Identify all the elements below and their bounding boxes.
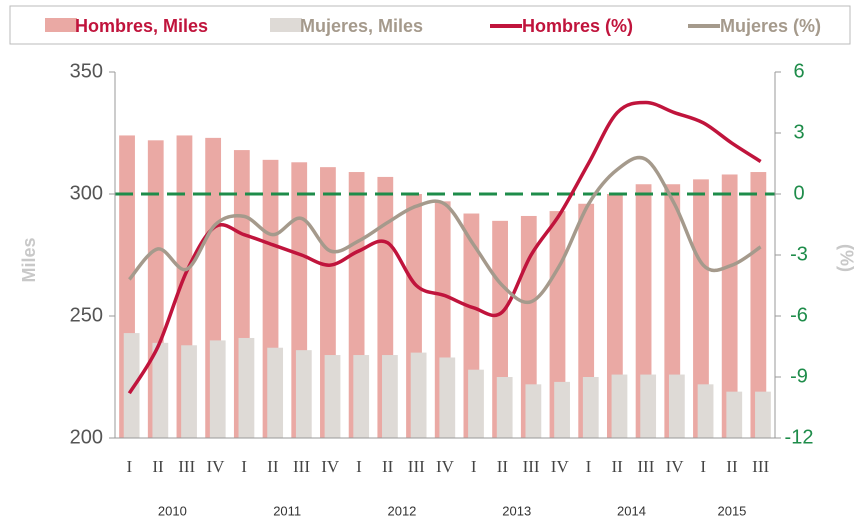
year-label: 2014 xyxy=(617,503,646,518)
x-tick-label: II xyxy=(267,457,279,476)
bar xyxy=(410,352,427,438)
line xyxy=(128,155,762,305)
bar xyxy=(439,357,456,438)
x-tick-label: III xyxy=(293,457,310,476)
x-tick-label: IV xyxy=(551,457,570,476)
bar xyxy=(496,377,513,438)
x-tick-label: III xyxy=(408,457,425,476)
x-tick-label: III xyxy=(523,457,540,476)
x-tick-label: II xyxy=(152,457,164,476)
bar xyxy=(382,355,398,438)
year-label: 2013 xyxy=(502,503,531,518)
x-tick-label: III xyxy=(752,457,769,476)
bar xyxy=(726,391,743,438)
x-tick-label: I xyxy=(356,457,362,476)
bar xyxy=(267,347,284,438)
x-tick-label: III xyxy=(178,457,195,476)
bar xyxy=(668,374,685,438)
bar xyxy=(582,377,599,438)
x-tick-label: IV xyxy=(321,457,340,476)
bar xyxy=(238,337,255,438)
y2-tick-label: -12 xyxy=(785,426,814,448)
y2-tick-label: 0 xyxy=(793,182,804,204)
bar xyxy=(611,374,628,438)
x-tick-label: IV xyxy=(206,457,225,476)
y2-tick-label: -9 xyxy=(790,365,808,387)
bar xyxy=(525,384,542,438)
x-tick-label: IV xyxy=(436,457,455,476)
y2-axis-label: (%) xyxy=(836,244,856,272)
legend-swatch xyxy=(45,18,77,32)
bar xyxy=(640,374,657,438)
x-tick-label: II xyxy=(612,457,624,476)
bar xyxy=(295,350,312,438)
bar xyxy=(755,391,771,438)
bar xyxy=(468,369,484,438)
x-tick-label: IV xyxy=(666,457,685,476)
bar xyxy=(181,345,197,438)
x-tick-label: III xyxy=(637,457,654,476)
year-label: 2011 xyxy=(273,503,301,518)
bar xyxy=(554,381,570,438)
year-label: 2012 xyxy=(387,503,416,518)
x-tick-label: II xyxy=(382,457,394,476)
x-tick-label: I xyxy=(127,457,133,476)
y2-tick-label: -3 xyxy=(790,243,808,265)
bar xyxy=(697,384,714,438)
year-label: 2015 xyxy=(717,503,746,518)
y-tick-label: 350 xyxy=(70,60,103,82)
bar xyxy=(209,340,226,438)
y-tick-label: 300 xyxy=(70,182,103,204)
bar xyxy=(549,211,566,438)
x-tick-label: I xyxy=(586,457,592,476)
bar xyxy=(693,179,709,439)
x-tick-label: II xyxy=(726,457,738,476)
legend-label: Hombres, Miles xyxy=(75,16,208,36)
year-label: 2010 xyxy=(158,503,187,518)
legend-swatch xyxy=(270,18,302,32)
bar xyxy=(123,333,140,438)
y2-tick-label: 6 xyxy=(793,60,804,82)
y-axis-label: Miles xyxy=(19,237,39,282)
y2-tick-label: -6 xyxy=(790,304,808,326)
x-tick-label: I xyxy=(471,457,477,476)
x-tick-label: II xyxy=(497,457,509,476)
bar xyxy=(721,174,738,439)
bar xyxy=(152,342,169,438)
x-tick-label: I xyxy=(241,457,247,476)
bar xyxy=(324,355,341,438)
legend-label: Hombres (%) xyxy=(522,16,633,36)
y2-tick-label: 3 xyxy=(793,121,804,143)
y-tick-label: 250 xyxy=(70,304,103,326)
y-tick-label: 200 xyxy=(70,426,103,448)
bar xyxy=(750,172,767,439)
line xyxy=(127,100,762,395)
legend-label: Mujeres, Miles xyxy=(300,16,423,36)
legend-label: Mujeres (%) xyxy=(720,16,821,36)
x-tick-label: I xyxy=(700,457,706,476)
bar xyxy=(353,355,370,438)
